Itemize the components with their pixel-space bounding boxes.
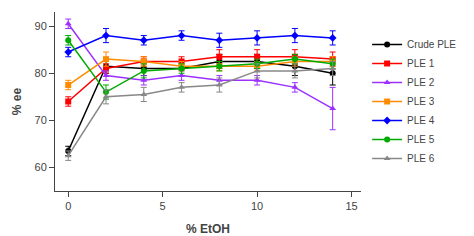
svg-text:60: 60 xyxy=(35,161,47,173)
svg-text:15: 15 xyxy=(345,200,357,212)
svg-text:10: 10 xyxy=(251,200,263,212)
svg-text:Crude PLE: Crude PLE xyxy=(407,39,456,50)
svg-text:PLE 2: PLE 2 xyxy=(407,77,435,88)
svg-text:PLE 5: PLE 5 xyxy=(407,134,435,145)
svg-text:PLE 3: PLE 3 xyxy=(407,96,435,107)
svg-text:0: 0 xyxy=(65,200,71,212)
svg-text:PLE 4: PLE 4 xyxy=(407,115,435,126)
svg-text:80: 80 xyxy=(35,67,47,79)
svg-text:70: 70 xyxy=(35,114,47,126)
svg-text:90: 90 xyxy=(35,20,47,32)
svg-text:PLE 6: PLE 6 xyxy=(407,153,435,164)
svg-text:5: 5 xyxy=(160,200,166,212)
svg-text:PLE 1: PLE 1 xyxy=(407,58,435,69)
svg-text:% EtOH: % EtOH xyxy=(186,222,230,236)
svg-text:% ee: % ee xyxy=(10,88,24,116)
